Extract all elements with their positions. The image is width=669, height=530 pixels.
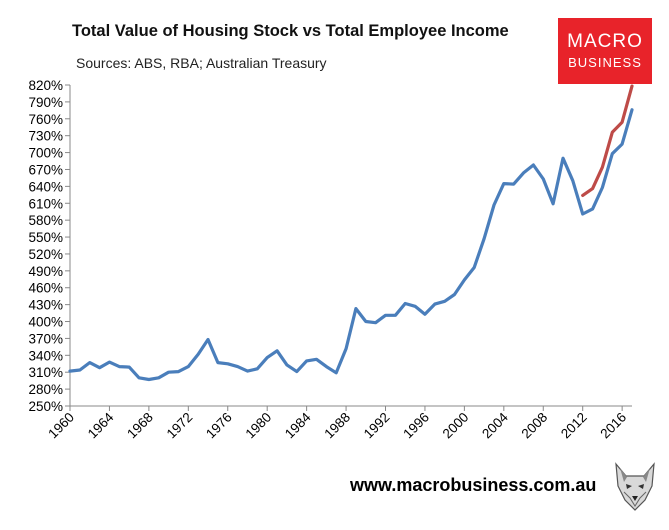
website-url[interactable]: www.macrobusiness.com.au xyxy=(350,475,597,495)
chart-axes xyxy=(69,85,632,407)
y-tick-label: 790% xyxy=(28,95,63,110)
series-line-1 xyxy=(68,108,634,382)
x-tick-label: 1976 xyxy=(203,410,235,442)
x-tick-label: 1980 xyxy=(242,410,274,442)
series-line-2 xyxy=(581,84,634,197)
x-tick-label: 2016 xyxy=(597,410,629,442)
y-tick-label: 370% xyxy=(28,331,63,346)
y-tick-label: 700% xyxy=(28,146,63,161)
x-tick-label: 2004 xyxy=(479,409,511,441)
x-tick-label: 1988 xyxy=(321,410,353,442)
y-tick-label: 610% xyxy=(28,196,63,211)
y-tick-label: 400% xyxy=(28,315,63,330)
y-tick-label: 460% xyxy=(28,281,63,296)
y-tick-label: 310% xyxy=(28,365,63,380)
y-tick-label: 250% xyxy=(28,399,63,414)
x-tick-label: 2012 xyxy=(558,410,590,442)
y-tick-label: 760% xyxy=(28,112,63,127)
x-tick-label: 1996 xyxy=(400,410,432,442)
y-tick-label: 580% xyxy=(28,213,63,228)
y-axis-ticks: 250% 280% 310% 340% 370%400% 430% 460% 490% 520%… xyxy=(28,78,70,414)
y-tick-label: 670% xyxy=(28,162,63,177)
x-tick-label: 1992 xyxy=(361,410,393,442)
chart-title: Total Value of Housing Stock vs Total Em… xyxy=(72,22,509,40)
y-tick-label: 640% xyxy=(28,179,63,194)
chart-series xyxy=(68,84,634,382)
x-tick-label: 1960 xyxy=(45,410,77,442)
y-tick-label: 280% xyxy=(28,382,63,397)
y-tick-label: 340% xyxy=(28,348,63,363)
x-tick-label: 2008 xyxy=(519,410,551,442)
y-tick-label: 730% xyxy=(28,129,63,144)
brand-logo[interactable]: MACRO BUSINESS xyxy=(558,18,652,84)
x-tick-label: 1984 xyxy=(282,409,314,441)
x-tick-label: 1972 xyxy=(164,410,196,442)
y-tick-label: 550% xyxy=(28,230,63,245)
y-tick-label: 490% xyxy=(28,264,63,279)
brand-logo-line1: MACRO xyxy=(567,31,643,52)
x-tick-label: 2000 xyxy=(440,410,472,442)
x-axis-ticks: 1960 1964 1968 1972 1976 1980 1984 1988 1992 1996… xyxy=(45,406,629,441)
x-tick-label: 1968 xyxy=(124,410,156,442)
y-tick-label: 430% xyxy=(28,298,63,313)
x-tick-label: 1964 xyxy=(85,409,117,441)
y-tick-label: 820% xyxy=(28,78,63,93)
y-tick-label: 520% xyxy=(28,247,63,262)
chart-subtitle: Sources: ABS, RBA; Australian Treasury xyxy=(76,55,327,71)
brand-logo-line2: BUSINESS xyxy=(568,55,642,70)
wolf-head-icon xyxy=(615,462,655,511)
